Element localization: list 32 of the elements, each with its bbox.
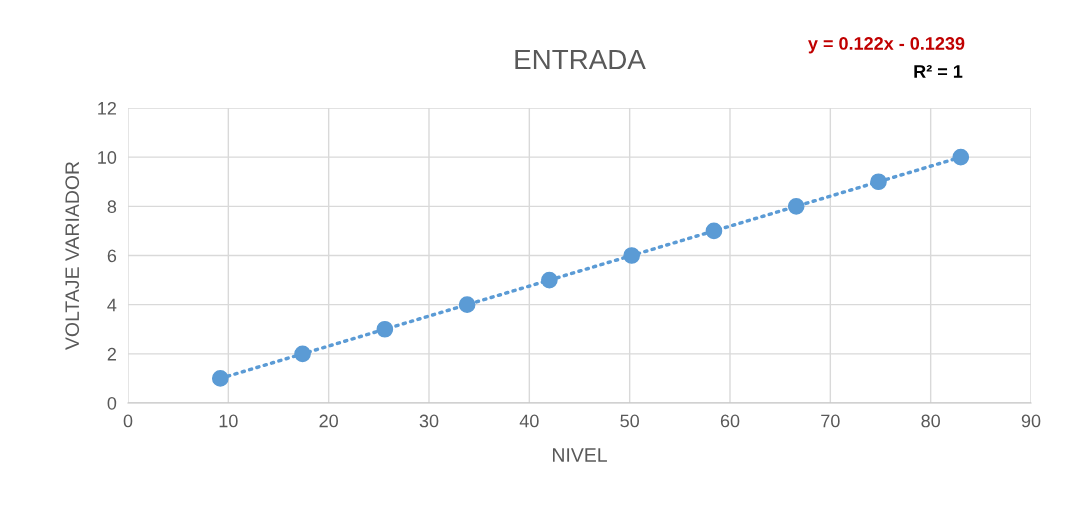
point <box>458 296 476 314</box>
y-tick-label: 10 <box>98 151 117 164</box>
x-tick-label: 0 <box>123 414 133 428</box>
text: y = 0.122x - 0.1239 <box>808 37 965 54</box>
x-tick-label: 60 <box>720 414 740 428</box>
y-tick-label: 2 <box>107 347 116 361</box>
x-tick-label: 90 <box>1021 414 1041 428</box>
point <box>623 247 641 264</box>
chart-title: ENTRADA <box>515 50 646 70</box>
x-tick-label: 30 <box>419 414 439 428</box>
x-axis-title: NIVEL <box>553 448 607 462</box>
x-tick-label: 70 <box>821 414 840 428</box>
text: R² = 1 <box>914 65 963 78</box>
point <box>376 320 394 338</box>
x-tick-label: 80 <box>921 414 940 428</box>
y-axis-title: VOLTAJE VARIADOR <box>65 161 80 350</box>
point <box>294 345 311 363</box>
x-tick-label: 40 <box>519 414 539 428</box>
y-tick-label: 8 <box>107 200 117 214</box>
y-tick-label: 4 <box>107 298 117 312</box>
x-tick-label: 10 <box>219 414 238 428</box>
point <box>211 370 229 387</box>
y-tick-label: 12 <box>98 101 116 115</box>
point <box>870 173 887 191</box>
y-tick-label: 6 <box>107 249 117 263</box>
y-tick-label: 0 <box>107 396 117 410</box>
point <box>541 271 558 289</box>
point <box>952 148 970 166</box>
x-tick-label: 20 <box>319 414 338 428</box>
point <box>787 197 805 215</box>
x-tick-label: 50 <box>620 414 639 428</box>
point <box>705 222 723 240</box>
